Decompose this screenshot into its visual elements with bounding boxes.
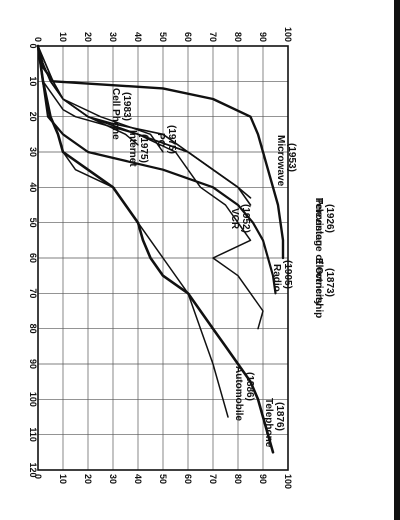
y-tick-bottom-10: 100 — [283, 474, 293, 489]
label-television-name: Television — [313, 198, 324, 246]
label-electricity-year: (1873) — [324, 268, 335, 297]
label-radio-year: (1905) — [282, 260, 293, 289]
y-tick-bottom-6: 60 — [183, 474, 193, 484]
label-internet-year: (1975) — [138, 134, 149, 163]
y-tick-bottom-1: 10 — [58, 474, 68, 484]
y-tick-top-6: 60 — [183, 32, 193, 42]
label-microwave-name: Microwave — [275, 135, 286, 187]
x-tick-1: 10 — [28, 76, 38, 86]
y-tick-bottom-7: 70 — [208, 474, 218, 484]
label-radio: Radio (1905) — [271, 260, 293, 292]
series-vcr — [37, 45, 252, 199]
label-vcr-year: (1952) — [240, 204, 251, 233]
label-television-year: (1926) — [324, 204, 335, 233]
label-pc-name: PC — [155, 133, 166, 147]
label-vcr-name: VCR — [229, 208, 240, 230]
label-pc: PC (1975) — [155, 125, 177, 154]
series-cell-phone — [37, 45, 214, 171]
label-microwave: Microwave (1953) — [275, 135, 297, 187]
scan-edge — [394, 0, 400, 520]
y-tick-bottom-2: 20 — [83, 474, 93, 484]
y-tick-top-7: 70 — [208, 32, 218, 42]
y-tick-top-1: 10 — [58, 32, 68, 42]
label-automobile: Automobile (1886) — [233, 366, 255, 421]
y-tick-top-5: 50 — [158, 32, 168, 42]
y-tick-bottom-4: 40 — [133, 474, 143, 484]
label-vcr: VCR (1952) — [229, 204, 251, 233]
x-tick-0: 0 — [28, 43, 38, 48]
label-cell-phone-year: (1983) — [121, 92, 132, 121]
label-pc-year: (1975) — [166, 125, 177, 154]
x-tick-10: 100 — [28, 392, 38, 407]
y-tick-top-9: 90 — [258, 32, 268, 42]
series-automobile — [37, 45, 229, 418]
label-cell-phone: Cell Phone (1983) — [110, 88, 132, 140]
label-automobile-year: (1886) — [244, 372, 255, 401]
y-tick-top-2: 20 — [83, 32, 93, 42]
label-automobile-name: Automobile — [233, 366, 244, 421]
x-tick-9: 90 — [28, 359, 38, 369]
label-internet: Internet (1975) — [127, 130, 149, 167]
label-microwave-year: (1953) — [286, 143, 297, 172]
tick-layer: 0010102020303040405050606070708080909010… — [28, 27, 293, 489]
label-internet-name: Internet — [127, 130, 138, 167]
y-tick-bottom-8: 80 — [233, 474, 243, 484]
x-tick-5: 50 — [28, 218, 38, 228]
label-electricity-name: Electricity — [313, 258, 324, 306]
y-tick-bottom-5: 50 — [158, 474, 168, 484]
series-television — [36, 44, 285, 260]
x-tick-8: 80 — [28, 324, 38, 334]
label-telephone: Telephone (1876) — [263, 398, 285, 448]
y-tick-top-0: 0 — [33, 37, 43, 42]
y-axis-title: Percentage of Ownership — [313, 198, 324, 319]
y-tick-top-3: 30 — [108, 32, 118, 42]
series-layer — [36, 44, 285, 454]
label-telephone-year: (1876) — [274, 402, 285, 431]
y-tick-bottom-0: 0 — [33, 474, 43, 479]
plot-frame — [37, 45, 289, 471]
series-radio — [37, 45, 264, 330]
x-tick-6: 60 — [28, 253, 38, 263]
y-tick-top-4: 40 — [133, 32, 143, 42]
label-cell-phone-name: Cell Phone — [110, 88, 121, 140]
x-tick-4: 40 — [28, 182, 38, 192]
x-tick-7: 70 — [28, 288, 38, 298]
x-tick-3: 30 — [28, 147, 38, 157]
label-radio-name: Radio — [271, 264, 282, 292]
series-microwave — [37, 45, 252, 206]
label-electricity: Electricity (1873) — [313, 258, 335, 306]
x-tick-11: 110 — [28, 427, 38, 442]
series-electricity — [36, 44, 277, 295]
series-labels: Television (1926) Electricity (1873) Mic… — [110, 88, 335, 448]
label-television: Television (1926) — [313, 198, 335, 246]
y-tick-top-8: 80 — [233, 32, 243, 42]
label-telephone-name: Telephone — [263, 398, 274, 448]
x-tick-12: 120 — [28, 462, 38, 477]
y-tick-top-10: 100 — [283, 27, 293, 42]
y-tick-bottom-3: 30 — [108, 474, 118, 484]
x-tick-2: 20 — [28, 112, 38, 122]
y-tick-bottom-9: 90 — [258, 474, 268, 484]
